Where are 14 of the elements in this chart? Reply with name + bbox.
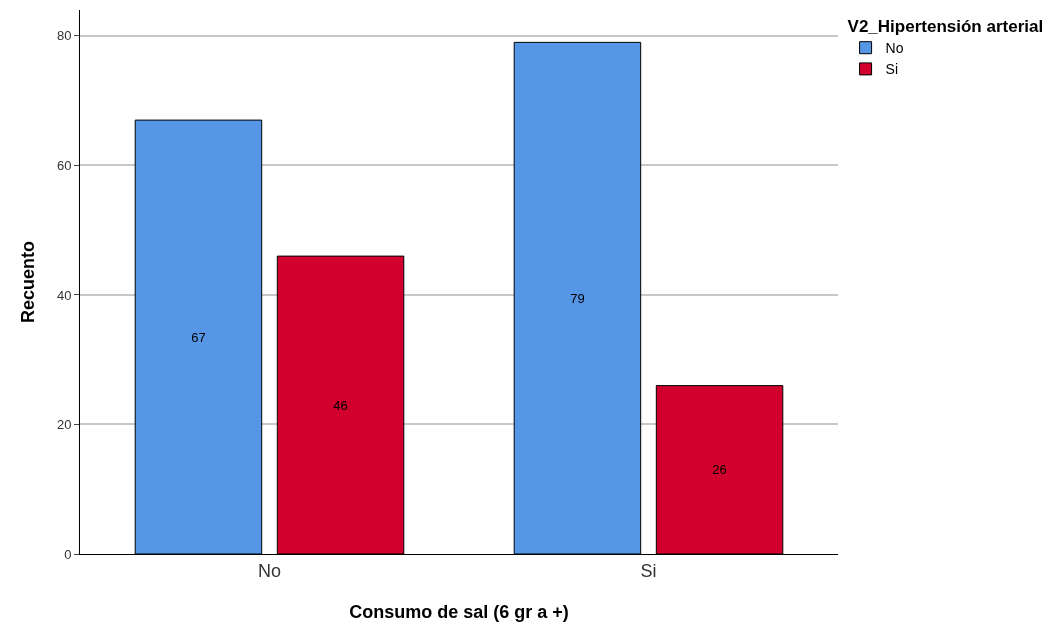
y-tick-label: 0 [64, 546, 72, 562]
data-label: 67 [191, 329, 206, 345]
legend-label: Si [885, 61, 899, 78]
y-tick-label: 60 [56, 157, 72, 173]
legend-label: No [885, 40, 904, 57]
x-axis-title: Consumo de sal (6 gr a +) [349, 602, 569, 622]
y-tick-label: 40 [56, 287, 72, 303]
data-label: 79 [570, 290, 585, 306]
data-label: 46 [333, 397, 348, 413]
legend-title: V2_Hipertensión arterial [847, 17, 1044, 37]
data-label: 26 [712, 462, 727, 478]
y-axis-title: Recuento [18, 240, 38, 324]
y-tick-label: 20 [56, 417, 72, 433]
y-tick-label: 80 [56, 28, 72, 44]
